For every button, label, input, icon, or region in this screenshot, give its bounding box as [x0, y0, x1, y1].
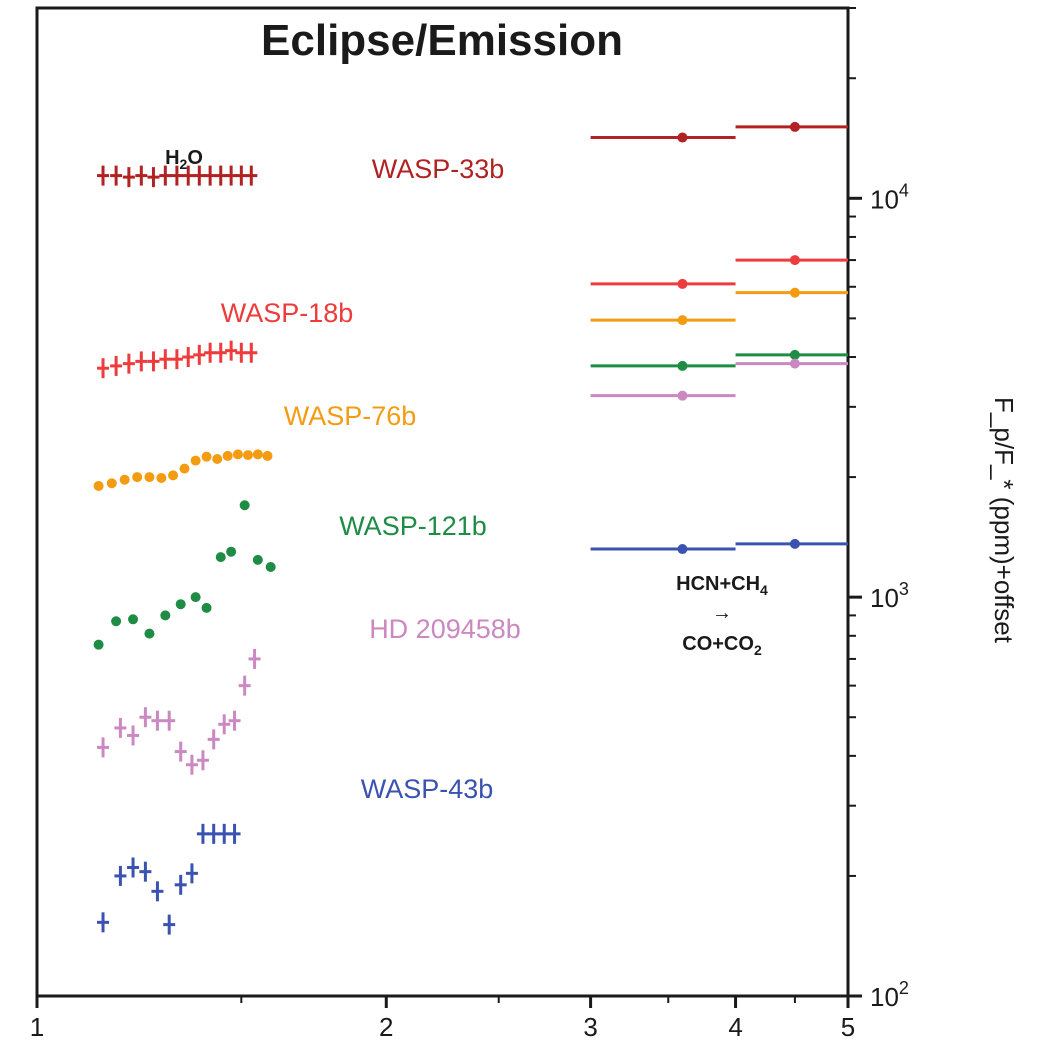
- photometry-point: [677, 315, 688, 326]
- h2o-annotation: H2O: [165, 147, 203, 172]
- series-label: WASP-18b: [221, 298, 354, 328]
- plot-frame: [35, 6, 850, 998]
- data-point: [132, 472, 143, 483]
- data-point: [222, 450, 233, 461]
- series-label: WASP-43b: [361, 774, 494, 804]
- series-label: HD 209458b: [369, 614, 521, 644]
- y-tick-label: 104: [870, 180, 909, 214]
- chart-marks: [93, 121, 848, 935]
- data-point: [93, 480, 104, 491]
- chart-labels: F_p/F_* (ppm)+offset WASP-33b WASP-18b WASP…: [165, 147, 1019, 804]
- data-point: [119, 474, 130, 485]
- data-point: [252, 554, 263, 565]
- data-point: [144, 628, 155, 639]
- x-tick-label: 3: [583, 1012, 597, 1042]
- data-point: [212, 454, 223, 465]
- photometry-point: [677, 544, 688, 555]
- photometry-point: [677, 360, 688, 371]
- data-point: [190, 592, 201, 603]
- data-point: [179, 463, 190, 474]
- photometry-point: [677, 132, 688, 143]
- photometry-point: [677, 278, 688, 289]
- arrow-annotation: →: [712, 602, 732, 624]
- photometry-point: [789, 358, 800, 369]
- data-point: [156, 472, 167, 483]
- x-tick-label: 5: [841, 1012, 855, 1042]
- series-label: WASP-76b: [284, 401, 417, 431]
- data-point: [144, 472, 155, 483]
- data-point: [262, 450, 273, 461]
- x-tick-label: 4: [728, 1012, 742, 1042]
- data-point: [215, 552, 226, 563]
- y-axis-label: F_p/F_* (ppm)+offset: [989, 397, 1019, 644]
- data-point: [232, 449, 243, 460]
- y-tick-label: 102: [870, 978, 909, 1012]
- chart-title: Eclipse/Emission: [261, 16, 623, 65]
- photometry-point: [789, 287, 800, 298]
- data-point: [168, 470, 179, 481]
- photometry-point: [789, 255, 800, 266]
- photometry-point: [789, 349, 800, 360]
- data-point: [93, 639, 104, 650]
- photometry-point: [789, 121, 800, 132]
- series-label: WASP-121b: [339, 511, 487, 541]
- data-point: [201, 451, 212, 462]
- data-point: [201, 602, 212, 613]
- data-point: [226, 546, 237, 557]
- data-point: [190, 455, 201, 466]
- y-tick-label: 103: [870, 579, 909, 613]
- chart-axes: 1 2 3 4 5 102 103 104: [30, 7, 909, 1042]
- co-co2-annotation: CO+CO2: [682, 633, 762, 658]
- photometry-point: [789, 538, 800, 549]
- data-point: [128, 614, 139, 625]
- hcn-ch4-annotation: HCN+CH4: [676, 573, 768, 598]
- data-point: [111, 616, 122, 627]
- data-point: [242, 450, 253, 461]
- data-point: [160, 610, 171, 621]
- photometry-point: [677, 390, 688, 401]
- data-point: [252, 449, 263, 460]
- data-point: [175, 599, 186, 610]
- data-point: [106, 478, 117, 489]
- data-point: [239, 500, 250, 511]
- x-tick-label: 1: [30, 1012, 44, 1042]
- x-tick-label: 2: [379, 1012, 393, 1042]
- data-point: [265, 562, 276, 573]
- series-label: WASP-33b: [372, 154, 505, 184]
